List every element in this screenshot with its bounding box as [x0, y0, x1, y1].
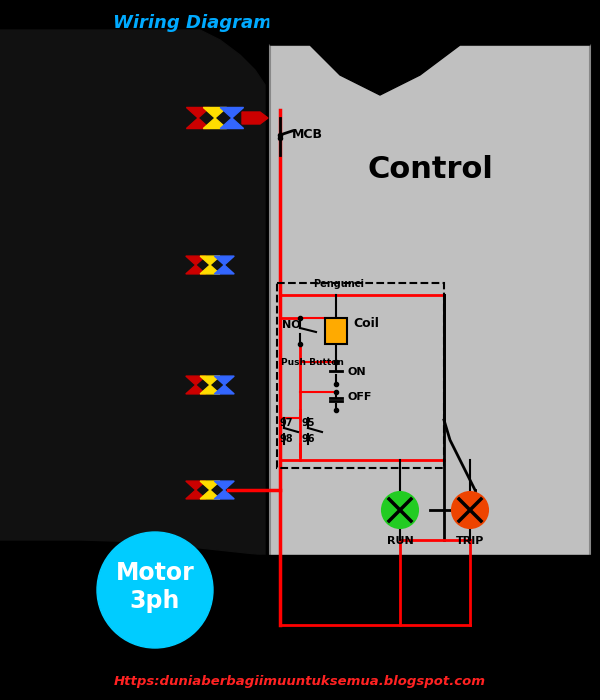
Text: Motor
3ph: Motor 3ph — [116, 561, 194, 613]
Polygon shape — [200, 376, 220, 385]
Polygon shape — [242, 112, 268, 124]
Polygon shape — [186, 256, 206, 265]
Polygon shape — [200, 385, 220, 394]
Polygon shape — [214, 265, 234, 274]
Polygon shape — [220, 118, 244, 129]
Polygon shape — [220, 108, 244, 118]
Polygon shape — [214, 490, 234, 499]
Polygon shape — [0, 555, 600, 700]
Polygon shape — [214, 385, 234, 394]
Circle shape — [382, 492, 418, 528]
Polygon shape — [203, 108, 227, 118]
Polygon shape — [214, 376, 234, 385]
Circle shape — [97, 532, 213, 648]
Text: Pengunci: Pengunci — [313, 279, 364, 289]
Text: 96: 96 — [302, 434, 316, 444]
Polygon shape — [200, 265, 220, 274]
Text: NO: NO — [282, 320, 301, 330]
Polygon shape — [0, 30, 265, 555]
Polygon shape — [214, 481, 234, 490]
Polygon shape — [270, 0, 590, 95]
Text: Push Button: Push Button — [281, 358, 344, 367]
Text: RUN: RUN — [386, 536, 413, 546]
Polygon shape — [0, 0, 265, 565]
Polygon shape — [200, 256, 220, 265]
Bar — [270, 45, 590, 635]
Text: Control: Control — [367, 155, 493, 184]
Text: Wiring Diagram Direct On Line (DOL): Wiring Diagram Direct On Line (DOL) — [113, 14, 487, 32]
Circle shape — [452, 492, 488, 528]
Polygon shape — [200, 481, 220, 490]
Polygon shape — [200, 490, 220, 499]
Text: MCB: MCB — [292, 128, 323, 141]
Bar — [325, 318, 347, 344]
Text: OFF: OFF — [347, 392, 371, 402]
Text: ON: ON — [347, 367, 365, 377]
Polygon shape — [187, 118, 210, 129]
Polygon shape — [203, 118, 227, 129]
Polygon shape — [186, 265, 206, 274]
Polygon shape — [186, 376, 206, 385]
Text: Https:duniaberbagiimuuntuksemua.blogspot.com: Https:duniaberbagiimuuntuksemua.blogspot… — [114, 675, 486, 688]
Polygon shape — [186, 385, 206, 394]
Polygon shape — [186, 490, 206, 499]
Text: TRIP: TRIP — [456, 536, 484, 546]
Bar — [277, 283, 444, 468]
Polygon shape — [214, 256, 234, 265]
Polygon shape — [186, 481, 206, 490]
Text: 97: 97 — [279, 418, 293, 428]
Text: 95: 95 — [302, 418, 316, 428]
Text: 98: 98 — [279, 434, 293, 444]
Text: Coil: Coil — [353, 317, 379, 330]
Polygon shape — [187, 108, 210, 118]
